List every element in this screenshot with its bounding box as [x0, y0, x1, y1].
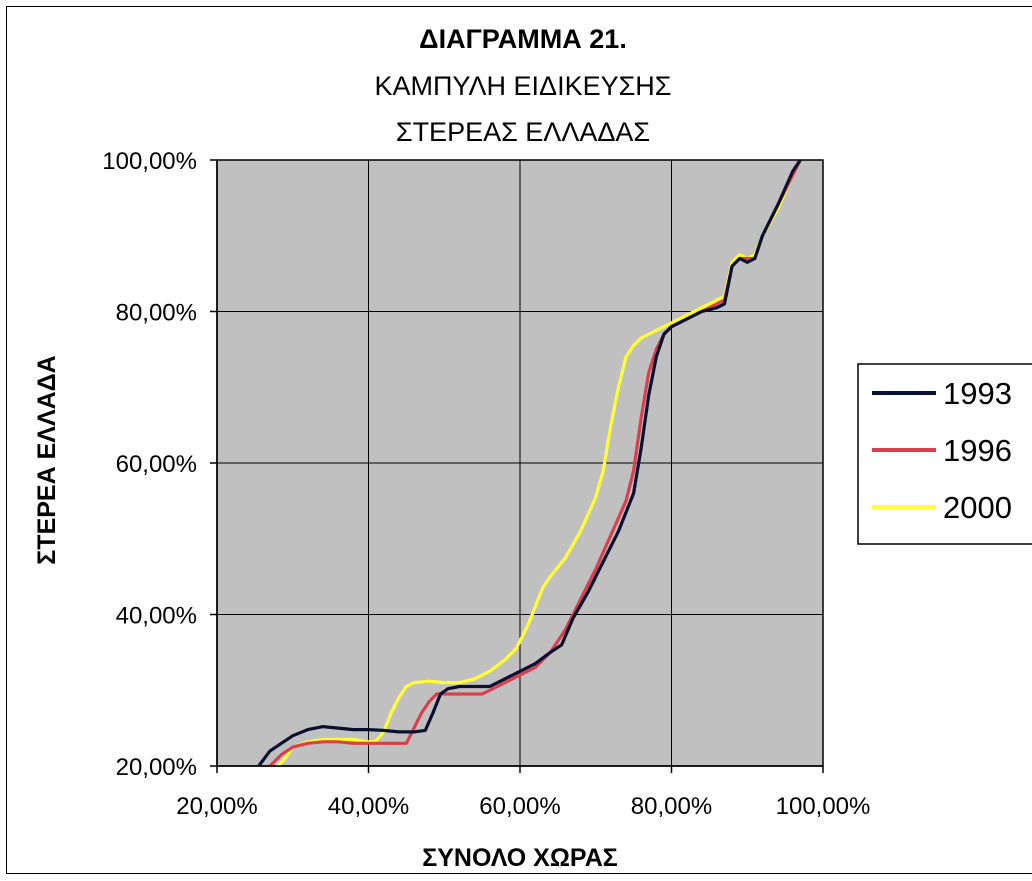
grid	[217, 160, 823, 766]
y-tick-label: 20,00%	[116, 754, 197, 781]
x-tick-label: 100,00%	[776, 793, 871, 820]
legend-label-1996: 1996	[943, 433, 1012, 468]
y-axis-title: ΣΤΕΡΕΑ ΕΛΛΑΔΑ	[33, 355, 61, 564]
y-tick-label: 60,00%	[116, 451, 197, 478]
x-tick-label: 60,00%	[479, 793, 560, 820]
chart-subtitle-line-1: ΚΑΜΠΥΛΗ ΕΙΔΙΚΕΥΣΗΣ	[375, 71, 672, 101]
chart-frame	[6, 6, 1032, 874]
x-axis-title: ΣΥΝΟΛΟ ΧΩΡΑΣ	[422, 844, 618, 872]
legend-label-1993: 1993	[943, 376, 1012, 411]
series-line-1993	[257, 160, 802, 766]
x-tick-label: 40,00%	[328, 793, 409, 820]
series-layer	[257, 160, 802, 766]
axes	[210, 159, 824, 773]
x-tick-label: 20,00%	[176, 793, 257, 820]
y-tick-label: 40,00%	[116, 603, 197, 630]
tick-labels: 20,00% 40,00% 60,00% 80,00% 100,00% 20,00% 40,…	[102, 148, 870, 820]
y-tick-label: 80,00%	[116, 300, 197, 327]
chart-subtitle-line-2: ΣΤΕΡΕΑΣ ΕΛΛΑΔΑΣ	[396, 117, 650, 147]
y-tick-label: 100,00%	[102, 148, 197, 175]
legend-label-2000: 2000	[943, 490, 1012, 525]
x-tick-label: 80,00%	[631, 793, 712, 820]
legend: 1993 1996 2000	[857, 363, 1032, 545]
chart-title: ΔΙΑΓΡΑΜΜΑ 21.	[419, 24, 627, 54]
